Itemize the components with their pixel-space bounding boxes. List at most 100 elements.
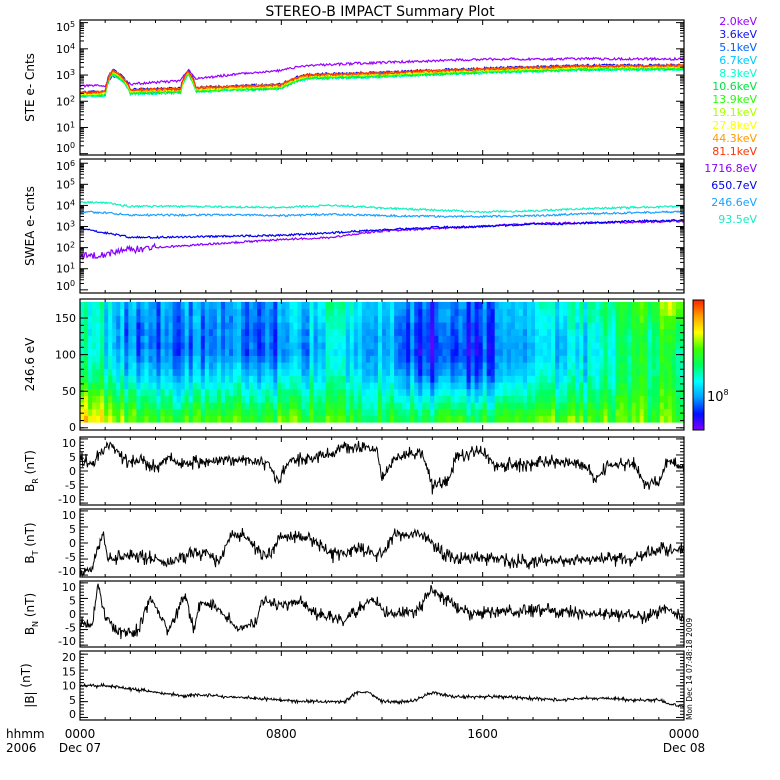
heatmap-cell	[92, 401, 97, 410]
heatmap-cell	[547, 381, 552, 390]
heatmap-cell	[438, 368, 443, 376]
heatmap-cell	[233, 381, 238, 390]
heatmap-cell	[357, 381, 363, 390]
heatmap-cell	[462, 348, 468, 356]
heatmap-cell	[607, 328, 613, 336]
heatmap-cell	[430, 301, 435, 310]
heatmap-cell	[281, 368, 286, 376]
heatmap-cell	[253, 335, 258, 343]
heatmap-cell	[422, 395, 427, 403]
heatmap-cell	[148, 348, 154, 356]
heatmap-cell	[547, 388, 552, 396]
heatmap-cell	[245, 381, 250, 390]
heatmap-cell	[551, 375, 556, 383]
heatmap-cell	[345, 328, 351, 336]
heatmap-cell	[176, 301, 182, 310]
heatmap-cell	[623, 388, 629, 396]
heatmap-cell	[607, 368, 613, 376]
heatmap-cell	[160, 388, 166, 396]
heatmap-cell	[623, 335, 629, 343]
heatmap-cell	[522, 395, 528, 403]
heatmap-cell	[353, 408, 359, 416]
heatmap-cell	[333, 415, 339, 423]
heatmap-cell	[361, 315, 367, 323]
heatmap-cell	[229, 381, 234, 390]
heatmap-cell	[208, 388, 214, 396]
heatmap-cell	[518, 341, 524, 350]
heatmap-cell	[277, 368, 282, 376]
heatmap-cell	[426, 375, 431, 383]
heatmap-cell	[225, 328, 230, 336]
heatmap-cell	[249, 408, 254, 416]
heatmap-cell	[229, 408, 234, 416]
heatmap-cell	[345, 341, 351, 350]
heatmap-cell	[160, 381, 166, 390]
heatmap-cell	[595, 408, 600, 416]
heatmap-cell	[539, 328, 544, 336]
heatmap-cell	[607, 301, 613, 310]
y-tick-label: 5	[69, 595, 76, 608]
heatmap-cell	[591, 301, 596, 310]
heatmap-cell	[220, 415, 226, 423]
heatmap-cell	[518, 328, 524, 336]
heatmap-cell	[651, 388, 657, 396]
heatmap-cell	[249, 368, 254, 376]
heatmap-cell	[531, 301, 536, 310]
heatmap-cell	[414, 348, 419, 356]
heatmap-cell	[208, 335, 214, 343]
heatmap-cell	[547, 361, 552, 370]
heatmap-cell	[341, 415, 347, 423]
y-tick-label: 101	[56, 121, 75, 135]
heatmap-cell	[108, 361, 113, 370]
heatmap-cell	[567, 415, 572, 423]
heatmap-cell	[144, 415, 149, 423]
heatmap-cell	[394, 348, 399, 356]
heatmap-cell	[514, 308, 520, 316]
heatmap-cell	[454, 341, 460, 350]
heatmap-cell	[229, 308, 234, 316]
heatmap-cell	[482, 321, 488, 330]
heatmap-cell	[522, 355, 528, 363]
heatmap-cell	[257, 335, 262, 343]
heatmap-cell	[200, 375, 206, 383]
x-corner-label-year: 2006	[6, 741, 37, 755]
heatmap-cell	[168, 328, 174, 336]
heatmap-cell	[615, 415, 621, 423]
heatmap-cell	[92, 388, 97, 396]
heatmap-cell	[369, 328, 375, 336]
heatmap-cell	[265, 408, 270, 416]
heatmap-cell	[80, 355, 85, 363]
heatmap-cell	[482, 348, 488, 356]
heatmap-cell	[506, 361, 512, 370]
heatmap-cell	[88, 388, 93, 396]
heatmap-cell	[450, 321, 456, 330]
heatmap-cell	[257, 381, 262, 390]
heatmap-cell	[196, 401, 202, 410]
heatmap-cell	[490, 321, 496, 330]
heatmap-cell	[128, 301, 133, 310]
heatmap-cell	[313, 348, 319, 356]
heatmap-cell	[478, 388, 484, 396]
heatmap-cell	[196, 321, 202, 330]
heatmap-cell	[623, 381, 629, 390]
heatmap-cell	[406, 308, 411, 316]
heatmap-cell	[136, 401, 141, 410]
heatmap-cell	[144, 388, 149, 396]
heatmap-cell	[454, 328, 460, 336]
heatmap-cell	[204, 355, 210, 363]
heatmap-cell	[192, 395, 198, 403]
heatmap-cell	[555, 355, 560, 363]
heatmap-cell	[490, 355, 496, 363]
heatmap-cell	[132, 301, 137, 310]
heatmap-cell	[188, 341, 194, 350]
heatmap-cell	[128, 315, 133, 323]
heatmap-cell	[168, 408, 174, 416]
x-tick-date: Dec 08	[663, 741, 705, 755]
heatmap-cell	[148, 375, 154, 383]
heatmap-cell	[486, 375, 492, 383]
heatmap-cell	[498, 395, 504, 403]
heatmap-cell	[309, 401, 315, 410]
heatmap-cell	[216, 328, 222, 336]
heatmap-cell	[108, 301, 113, 310]
heatmap-cell	[474, 408, 480, 416]
